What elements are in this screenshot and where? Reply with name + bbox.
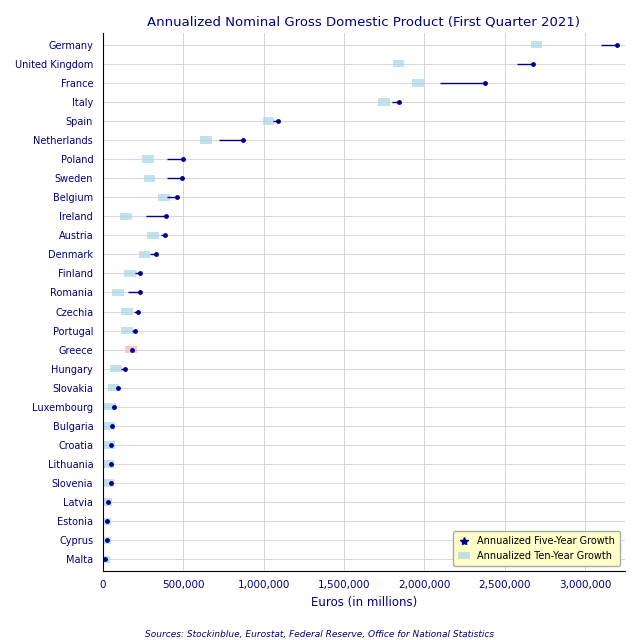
FancyBboxPatch shape (102, 479, 114, 486)
FancyBboxPatch shape (144, 175, 156, 182)
FancyBboxPatch shape (142, 156, 154, 163)
Legend: Annualized Five-Year Growth, Annualized Ten-Year Growth: Annualized Five-Year Growth, Annualized … (453, 531, 620, 566)
FancyBboxPatch shape (108, 384, 119, 392)
FancyBboxPatch shape (122, 308, 133, 315)
Text: Sources: Stockinblue, Eurostat, Federal Reserve, Office for National Statistics: Sources: Stockinblue, Eurostat, Federal … (145, 630, 495, 639)
FancyBboxPatch shape (125, 346, 137, 353)
Title: Annualized Nominal Gross Domestic Product (First Quarter 2021): Annualized Nominal Gross Domestic Produc… (147, 15, 580, 28)
FancyBboxPatch shape (412, 79, 424, 86)
FancyBboxPatch shape (200, 136, 212, 143)
FancyBboxPatch shape (393, 60, 404, 67)
FancyBboxPatch shape (110, 365, 122, 372)
FancyBboxPatch shape (99, 556, 110, 563)
FancyBboxPatch shape (158, 193, 170, 201)
FancyBboxPatch shape (113, 289, 124, 296)
FancyBboxPatch shape (103, 422, 115, 429)
FancyBboxPatch shape (104, 403, 116, 410)
FancyBboxPatch shape (125, 270, 136, 277)
FancyBboxPatch shape (122, 327, 133, 334)
FancyBboxPatch shape (139, 251, 150, 258)
FancyBboxPatch shape (100, 499, 111, 506)
FancyBboxPatch shape (378, 99, 390, 106)
FancyBboxPatch shape (147, 232, 159, 239)
FancyBboxPatch shape (120, 212, 132, 220)
X-axis label: Euros (in millions): Euros (in millions) (311, 596, 417, 609)
FancyBboxPatch shape (102, 460, 113, 468)
FancyBboxPatch shape (103, 442, 115, 449)
FancyBboxPatch shape (100, 518, 111, 525)
FancyBboxPatch shape (99, 536, 111, 544)
FancyBboxPatch shape (531, 41, 543, 49)
FancyBboxPatch shape (262, 117, 274, 125)
